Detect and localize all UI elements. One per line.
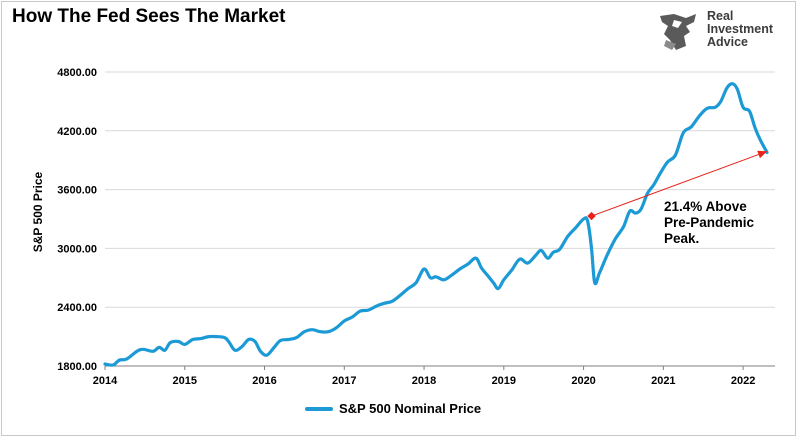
legend: S&P 500 Nominal Price: [305, 401, 481, 416]
x-tick-label: 2019: [492, 375, 516, 387]
arrow-head: [757, 150, 768, 159]
y-tick-label: 4800.00: [57, 67, 97, 79]
y-tick-label: 2400.00: [57, 302, 97, 314]
x-tick-label: 2022: [731, 375, 755, 387]
y-tick-label: 1800.00: [57, 361, 97, 373]
x-tick-label: 2014: [93, 375, 118, 387]
logo-line-advice: Advice: [707, 35, 748, 49]
y-tick-labels: 1800.00 2400.00 3000.00 3600.00 4200.00 4800.…: [57, 67, 97, 373]
logo: Real Investment Advice: [656, 10, 781, 52]
x-tick-label: 2016: [252, 375, 276, 387]
logo-line-real: Real: [707, 9, 734, 23]
x-tick-label: 2018: [412, 375, 436, 387]
y-tick-label: 3000.00: [57, 243, 97, 255]
x-tick-label: 2021: [651, 375, 675, 387]
logo-text: Real Investment Advice: [707, 10, 773, 49]
annotation-text: 21.4% Above Pre-Pandemic Peak.: [664, 199, 755, 246]
logo-line-investment: Investment: [707, 22, 773, 36]
chart-title: How The Fed Sees The Market: [12, 6, 286, 27]
sp500-line: [103, 82, 769, 367]
eagle-logo-icon: [660, 14, 696, 50]
x-tick-label: 2020: [571, 375, 595, 387]
x-tick-label: 2015: [173, 375, 197, 387]
x-tick-label: 2017: [332, 375, 356, 387]
arrow-line: [591, 150, 768, 217]
legend-label: S&P 500 Nominal Price: [339, 401, 482, 416]
y-tick-label: 3600.00: [57, 185, 97, 197]
x-tick-labels: 2014 2015 2016 2017 2018 2019 2020 2021 2022: [93, 366, 755, 387]
legend-swatch: [305, 406, 333, 411]
y-tick-label: 4200.00: [57, 126, 97, 138]
